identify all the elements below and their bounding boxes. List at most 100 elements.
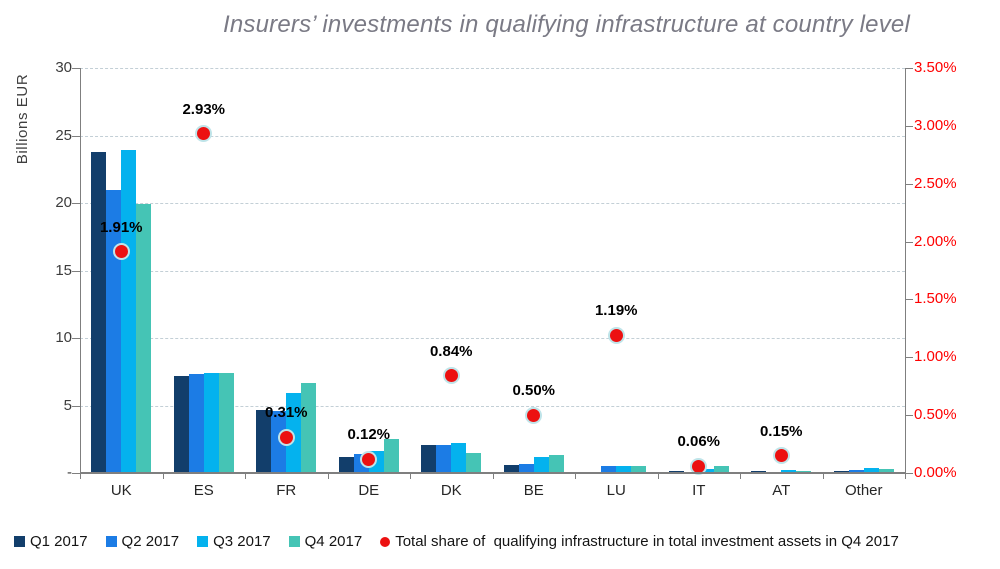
x-label-lu: LU — [606, 482, 626, 499]
share-dot-at — [772, 447, 790, 465]
right-tick-label: 2.00% — [914, 232, 957, 250]
right-tick-label: 1.00% — [914, 348, 957, 366]
left-tick — [72, 405, 80, 407]
bar-de-q1 — [338, 456, 354, 473]
bar-dk-q2 — [436, 445, 452, 473]
left-tick-label: 10 — [55, 329, 72, 346]
bottom-axis-line — [80, 472, 906, 474]
bar-lu-q2 — [601, 465, 617, 473]
bar-be-q4 — [548, 455, 564, 473]
bar-be-q3 — [533, 456, 549, 473]
bar-other-q1 — [833, 470, 849, 473]
legend-label: Q4 2017 — [304, 533, 363, 550]
right-tick — [905, 357, 913, 359]
x-tick — [822, 474, 824, 479]
right-axis-line — [905, 68, 906, 473]
share-dot-de — [360, 450, 378, 468]
gridline — [80, 135, 905, 137]
legend-item-total-share: Total share of qualifying infrastructure… — [380, 533, 899, 550]
right-tick — [905, 68, 913, 69]
left-tick-label: 15 — [55, 261, 72, 279]
bar-fr-q1 — [256, 409, 272, 473]
bar-lu-q4 — [631, 465, 647, 473]
x-label-fr: FR — [276, 482, 297, 499]
legend-swatch-icon — [288, 536, 300, 547]
share-dot-uk — [112, 243, 130, 261]
gridline — [80, 338, 905, 339]
right-tick — [905, 125, 913, 127]
left-axis-title: Billions EUR — [14, 73, 31, 165]
x-tick — [80, 474, 81, 479]
legend-label: Q2 2017 — [121, 533, 180, 550]
bar-it-q4 — [713, 465, 729, 473]
right-tick-label: 3.50% — [914, 59, 957, 76]
bar-uk-q4 — [136, 204, 152, 473]
legend-item-q2: Q2 2017 — [105, 533, 180, 550]
share-label-uk: 1.91% — [99, 218, 143, 236]
right-tick — [905, 241, 913, 243]
share-label-dk: 0.84% — [429, 342, 473, 360]
legend-swatch-icon — [14, 536, 25, 547]
bar-it-q3 — [698, 469, 714, 473]
share-label-fr: 0.31% — [264, 404, 308, 422]
gridline — [80, 270, 905, 272]
legend-item-q4: Q4 2017 — [288, 533, 363, 550]
chart-title: Insurers’ investments in qualifying infr… — [222, 11, 911, 38]
left-tick — [72, 338, 80, 339]
x-tick — [162, 474, 164, 479]
left-tick — [72, 68, 80, 69]
right-tick-label: 0.00% — [914, 464, 957, 481]
x-label-de: DE — [358, 482, 380, 499]
bar-it-q1 — [668, 470, 684, 473]
left-tick-label: 30 — [55, 59, 72, 76]
left-tick-label: 25 — [55, 126, 72, 144]
bar-fr-q4 — [301, 382, 317, 473]
bar-other-q3 — [863, 467, 879, 473]
right-tick — [905, 415, 913, 417]
right-tick-label: 1.50% — [914, 290, 957, 308]
bar-uk-q2 — [106, 189, 122, 473]
left-tick — [72, 135, 80, 137]
gridline — [80, 405, 905, 407]
legend-item-q1: Q1 2017 — [14, 533, 88, 550]
right-tick — [905, 473, 913, 474]
bar-es-q1 — [173, 375, 189, 473]
x-tick — [492, 474, 494, 479]
x-tick — [410, 474, 411, 479]
legend-label: Q3 2017 — [213, 533, 271, 550]
bar-lu-q3 — [616, 466, 632, 473]
right-tick — [905, 299, 913, 301]
share-label-it: 0.06% — [677, 433, 721, 451]
bar-at-q3 — [781, 470, 797, 473]
legend-item-q3: Q3 2017 — [197, 533, 271, 550]
legend-dot-icon — [380, 536, 391, 547]
legend-swatch-icon — [197, 536, 209, 547]
x-label-be: BE — [523, 482, 544, 499]
left-tick-label: 5 — [63, 396, 72, 414]
right-tick — [905, 183, 913, 185]
legend-swatch-icon — [105, 536, 117, 547]
share-dot-fr — [277, 428, 295, 446]
legend-label: Total share of qualifying infrastructure… — [395, 533, 899, 550]
bar-be-q1 — [503, 464, 519, 473]
share-label-be: 0.50% — [512, 382, 556, 400]
left-tick — [72, 270, 80, 272]
x-tick — [657, 474, 659, 479]
left-tick — [72, 473, 80, 474]
share-label-es: 2.93% — [182, 100, 226, 118]
bar-es-q4 — [218, 373, 234, 473]
share-dot-es — [195, 125, 213, 143]
gridline — [80, 203, 905, 204]
share-label-de: 0.12% — [347, 426, 391, 444]
chart-legend: Q1 2017 Q2 2017 Q3 2017 Q4 2017 Total share … — [14, 533, 996, 550]
x-label-es: ES — [193, 482, 214, 499]
right-tick-label: 2.50% — [914, 174, 957, 192]
share-label-lu: 1.19% — [594, 302, 638, 320]
x-tick — [327, 474, 329, 479]
bar-es-q2 — [188, 374, 204, 473]
x-label-it: IT — [692, 482, 706, 499]
bar-dk-q1 — [421, 444, 437, 473]
bar-at-q4 — [796, 470, 812, 473]
x-tick — [245, 474, 246, 479]
